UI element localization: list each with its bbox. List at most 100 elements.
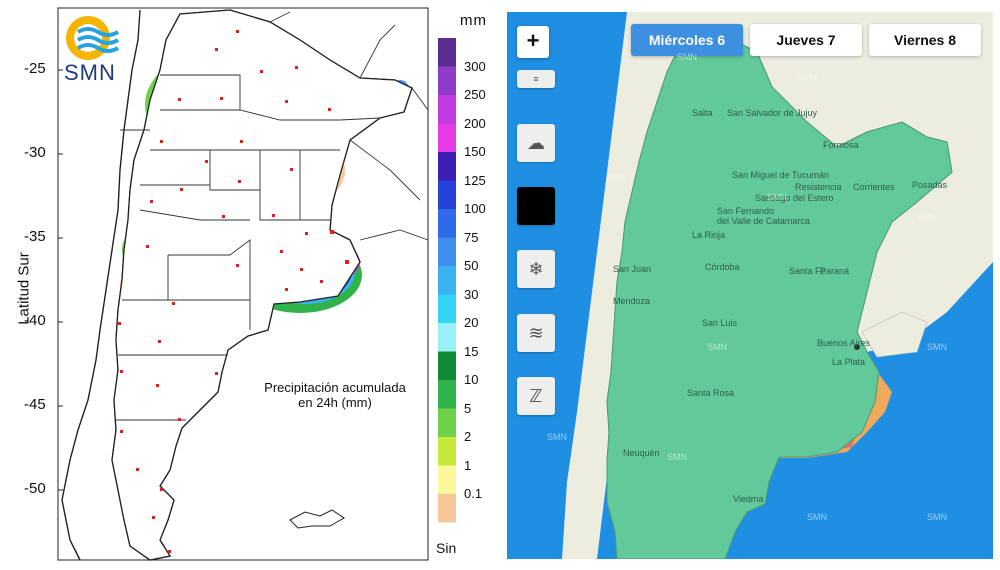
precipitation-map-panel: SMN Latitud Sur -25 -30 -35 -40 -45 -50 …	[15, 7, 487, 561]
west-coastline	[61, 9, 141, 561]
city-label: Buenos Aires	[817, 338, 871, 348]
city-label: San Miguel de Tucumán	[732, 170, 830, 180]
smn-watermark: SMN	[707, 342, 727, 352]
legend-label: 20	[464, 315, 479, 330]
legend-swatch	[438, 209, 456, 238]
legend-label: 15	[464, 343, 479, 359]
uruguay	[861, 311, 928, 358]
legend-label: 10	[464, 372, 479, 387]
map-caption-line2: en 24h (mm)	[298, 395, 372, 410]
legend-label: 2	[464, 429, 472, 444]
map-caption-line1: Precipitación acumulada	[264, 380, 406, 395]
legend-swatch	[438, 294, 456, 323]
city-label: La Rioja	[692, 230, 726, 240]
city-label: Viedma	[733, 494, 764, 504]
city-label: Salta	[692, 108, 713, 118]
storm-layer-button[interactable]: ☁	[517, 124, 555, 162]
wind-icon: ≋	[528, 322, 544, 343]
tab-miercoles[interactable]: Miércoles 6	[631, 24, 743, 56]
malvinas-islands	[289, 509, 345, 529]
legend-swatch	[438, 152, 456, 181]
color-swatch-button[interactable]	[517, 187, 555, 225]
temperature-layer-button[interactable]: ℤ	[517, 377, 555, 415]
forecast-map-canvas[interactable]	[507, 12, 993, 559]
legend-label: 1	[464, 457, 472, 473]
map-caption: Precipitación acumulada en 24h (mm)	[250, 380, 420, 410]
lat-tick-label: -25	[24, 60, 46, 77]
legend-label: 125	[464, 172, 486, 188]
legend-label: 300	[464, 58, 486, 74]
smn-watermark: SMN	[927, 342, 947, 352]
smn-watermark: SMN	[767, 192, 787, 202]
legend-swatch	[438, 465, 456, 494]
city-label: Mendoza	[613, 296, 651, 306]
city-label: Neuquén	[623, 448, 660, 458]
city-label: San Luis	[702, 318, 738, 328]
city-label: Córdoba	[705, 262, 740, 272]
lat-tick-label: -50	[24, 480, 46, 497]
smn-watermark: SMN	[667, 452, 687, 462]
legend-label: 30	[464, 286, 479, 302]
smn-watermark: SMN	[927, 512, 947, 522]
city-label: San Salvador de Jujuy	[727, 108, 818, 118]
city-label: Santa Fe	[789, 266, 826, 276]
lat-tick-marks	[58, 69, 63, 491]
smn-watermark: SMN	[807, 512, 827, 522]
legend-swatch	[438, 494, 456, 523]
tab-viernes[interactable]: Viernes 8	[869, 24, 981, 56]
snow-icon: ❄	[528, 258, 544, 279]
city-label: Formosa	[823, 140, 859, 150]
lat-tick-label: -30	[24, 144, 46, 161]
city-label: San Fernando	[717, 206, 775, 216]
city-label: Resistencia	[795, 182, 842, 192]
legend-unit: mm	[460, 12, 487, 29]
lat-tick-label: -40	[24, 312, 46, 329]
zoom-in-button[interactable]: +	[517, 26, 549, 58]
tab-jueves[interactable]: Jueves 7	[750, 24, 862, 56]
smn-watermark: SMN	[607, 172, 627, 182]
neighbor-borders	[269, 11, 429, 241]
legend-label: 150	[464, 144, 486, 159]
legend-swatch	[438, 408, 456, 437]
precipitation-map-canvas	[57, 7, 456, 561]
layer-icon: ≡	[533, 74, 539, 84]
legend-color-bar	[438, 38, 456, 523]
panel-divider	[500, 0, 507, 570]
smn-watermark: SMN	[917, 212, 937, 222]
forecast-map-panel[interactable]: + Miércoles 6 Jueves 7 Viernes 8 ≡ ☁ ❄ ≋…	[507, 12, 993, 559]
smn-logo	[66, 16, 120, 60]
legend-swatch	[438, 38, 456, 67]
city-label: Santiago del Estero	[755, 193, 834, 203]
legend-swatch	[438, 437, 456, 466]
lat-tick-label: -45	[24, 396, 46, 413]
legend-label: 200	[464, 115, 486, 131]
smn-watermark: SMN	[677, 52, 697, 62]
city-label: Corrientes	[853, 182, 895, 192]
storm-icon: ☁	[527, 132, 545, 153]
legend-swatch	[438, 323, 456, 352]
no-data-label: Sin	[436, 540, 457, 556]
city-label: Posadas	[912, 180, 948, 190]
wind-layer-button[interactable]: ≋	[517, 314, 555, 352]
legend-label: 50	[464, 258, 479, 273]
legend-swatch	[438, 351, 456, 380]
layer-toggle-button[interactable]: ≡	[517, 70, 555, 88]
city-label: San Juan	[613, 264, 652, 274]
station-dots	[118, 30, 349, 553]
city-label: La Plata	[832, 357, 866, 367]
legend-label: 250	[464, 87, 486, 102]
legend-swatch	[438, 180, 456, 209]
smn-watermark: SMN	[547, 432, 567, 442]
lat-tick-label: -35	[24, 228, 46, 245]
province-borders	[116, 74, 381, 421]
city-label: del Valle de Catamarca	[717, 216, 810, 226]
legend-label: 75	[464, 229, 479, 245]
city-label: Paraná	[820, 266, 850, 276]
temperature-icon: ℤ	[529, 385, 543, 406]
la-plata-marker	[854, 344, 860, 350]
legend-label: 100	[464, 201, 486, 216]
smn-watermark: SMN	[797, 72, 817, 82]
legend-label: 5	[464, 400, 472, 416]
legend-swatch	[438, 95, 456, 124]
snow-layer-button[interactable]: ❄	[517, 250, 555, 288]
